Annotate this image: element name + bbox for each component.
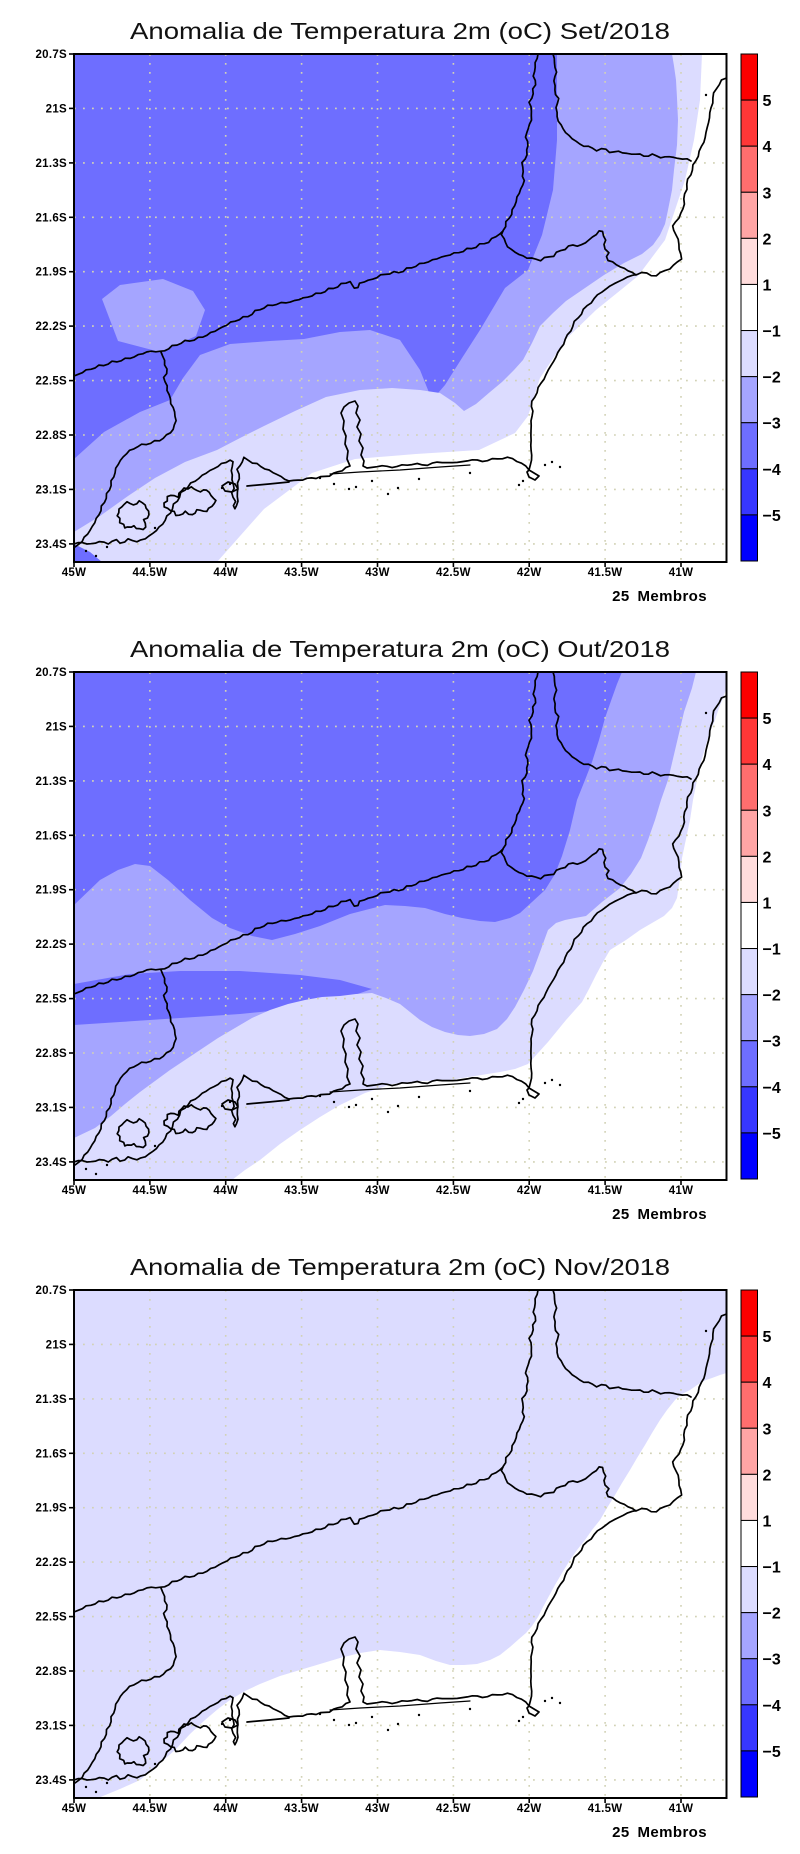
svg-text:25 Membros: 25 Membros: [612, 1824, 707, 1841]
svg-text:25 Membros: 25 Membros: [612, 588, 707, 605]
svg-text:43.5W: 43.5W: [284, 1803, 319, 1815]
svg-text:−1: −1: [763, 324, 781, 341]
svg-text:22.2S: 22.2S: [35, 1557, 67, 1569]
svg-text:41.5W: 41.5W: [588, 567, 623, 579]
svg-text:−1: −1: [763, 1560, 781, 1577]
svg-text:21.9S: 21.9S: [35, 267, 67, 279]
svg-text:23.4S: 23.4S: [35, 1775, 67, 1787]
svg-text:21.6S: 21.6S: [35, 212, 67, 224]
svg-text:23.1S: 23.1S: [35, 1720, 67, 1732]
svg-text:−2: −2: [763, 370, 781, 387]
svg-text:Anomalia de Temperatura 2m (oC: Anomalia de Temperatura 2m (oC) Out/2018: [130, 636, 670, 662]
svg-text:25 Membros: 25 Membros: [612, 1206, 707, 1223]
svg-text:42.5W: 42.5W: [436, 1803, 471, 1815]
svg-text:45W: 45W: [62, 1185, 87, 1197]
svg-text:−4: −4: [763, 1698, 781, 1715]
svg-text:5: 5: [763, 1329, 772, 1346]
svg-text:20.7S: 20.7S: [35, 667, 67, 679]
svg-text:4: 4: [763, 139, 772, 156]
svg-text:21S: 21S: [46, 721, 67, 733]
svg-text:42W: 42W: [517, 1185, 542, 1197]
svg-text:21S: 21S: [46, 103, 67, 115]
svg-text:44.5W: 44.5W: [133, 567, 168, 579]
svg-text:41W: 41W: [669, 567, 694, 579]
svg-text:23.1S: 23.1S: [35, 484, 67, 496]
svg-text:21S: 21S: [46, 1339, 67, 1351]
svg-text:−1: −1: [763, 942, 781, 959]
svg-text:20.7S: 20.7S: [35, 1285, 67, 1297]
svg-text:22.8S: 22.8S: [35, 430, 67, 442]
svg-text:41.5W: 41.5W: [588, 1185, 623, 1197]
svg-text:44W: 44W: [213, 1185, 238, 1197]
svg-text:2: 2: [763, 231, 772, 248]
svg-text:43.5W: 43.5W: [284, 567, 319, 579]
svg-text:43W: 43W: [365, 1185, 390, 1197]
svg-text:−3: −3: [763, 416, 781, 433]
svg-text:43.5W: 43.5W: [284, 1185, 319, 1197]
svg-text:22.5S: 22.5S: [35, 1612, 67, 1624]
svg-text:3: 3: [763, 1421, 772, 1438]
svg-text:−2: −2: [763, 988, 781, 1005]
svg-text:3: 3: [763, 803, 772, 820]
svg-text:41W: 41W: [669, 1185, 694, 1197]
svg-text:45W: 45W: [62, 1803, 87, 1815]
svg-text:20.7S: 20.7S: [35, 49, 67, 61]
svg-text:4: 4: [763, 757, 772, 774]
svg-text:23.4S: 23.4S: [35, 1157, 67, 1169]
svg-text:−4: −4: [763, 1080, 781, 1097]
svg-text:42W: 42W: [517, 1803, 542, 1815]
svg-text:42.5W: 42.5W: [436, 1185, 471, 1197]
svg-text:42.5W: 42.5W: [436, 567, 471, 579]
svg-text:Anomalia de Temperatura 2m (oC: Anomalia de Temperatura 2m (oC) Nov/2018: [130, 1254, 670, 1280]
svg-text:44.5W: 44.5W: [133, 1803, 168, 1815]
svg-text:22.8S: 22.8S: [35, 1048, 67, 1060]
svg-text:−4: −4: [763, 462, 781, 479]
svg-text:22.5S: 22.5S: [35, 994, 67, 1006]
svg-text:23.1S: 23.1S: [35, 1102, 67, 1114]
svg-text:21.3S: 21.3S: [35, 776, 67, 788]
svg-text:22.2S: 22.2S: [35, 939, 67, 951]
svg-text:22.5S: 22.5S: [35, 376, 67, 388]
svg-text:1: 1: [763, 1514, 772, 1531]
svg-text:22.8S: 22.8S: [35, 1666, 67, 1678]
svg-text:22.2S: 22.2S: [35, 321, 67, 333]
svg-text:1: 1: [763, 278, 772, 295]
svg-text:−5: −5: [763, 1744, 781, 1761]
svg-text:21.9S: 21.9S: [35, 885, 67, 897]
svg-text:21.9S: 21.9S: [35, 1503, 67, 1515]
svg-text:45W: 45W: [62, 567, 87, 579]
svg-text:44W: 44W: [213, 567, 238, 579]
svg-text:43W: 43W: [365, 1803, 390, 1815]
svg-text:5: 5: [763, 93, 772, 110]
svg-text:41W: 41W: [669, 1803, 694, 1815]
svg-text:Anomalia de Temperatura 2m (oC: Anomalia de Temperatura 2m (oC) Set/2018: [130, 18, 670, 44]
svg-text:21.6S: 21.6S: [35, 830, 67, 842]
svg-text:−3: −3: [763, 1034, 781, 1051]
svg-text:44W: 44W: [213, 1803, 238, 1815]
svg-text:2: 2: [763, 1467, 772, 1484]
svg-text:2: 2: [763, 849, 772, 866]
svg-text:4: 4: [763, 1375, 772, 1392]
svg-text:−5: −5: [763, 1126, 781, 1143]
svg-text:21.3S: 21.3S: [35, 158, 67, 170]
svg-text:21.6S: 21.6S: [35, 1448, 67, 1460]
svg-text:42W: 42W: [517, 567, 542, 579]
svg-text:−5: −5: [763, 508, 781, 525]
svg-text:−2: −2: [763, 1606, 781, 1623]
svg-text:43W: 43W: [365, 567, 390, 579]
svg-text:41.5W: 41.5W: [588, 1803, 623, 1815]
svg-text:5: 5: [763, 711, 772, 728]
svg-text:23.4S: 23.4S: [35, 539, 67, 551]
svg-text:1: 1: [763, 896, 772, 913]
svg-text:44.5W: 44.5W: [133, 1185, 168, 1197]
svg-text:21.3S: 21.3S: [35, 1394, 67, 1406]
svg-text:−3: −3: [763, 1652, 781, 1669]
svg-text:3: 3: [763, 185, 772, 202]
